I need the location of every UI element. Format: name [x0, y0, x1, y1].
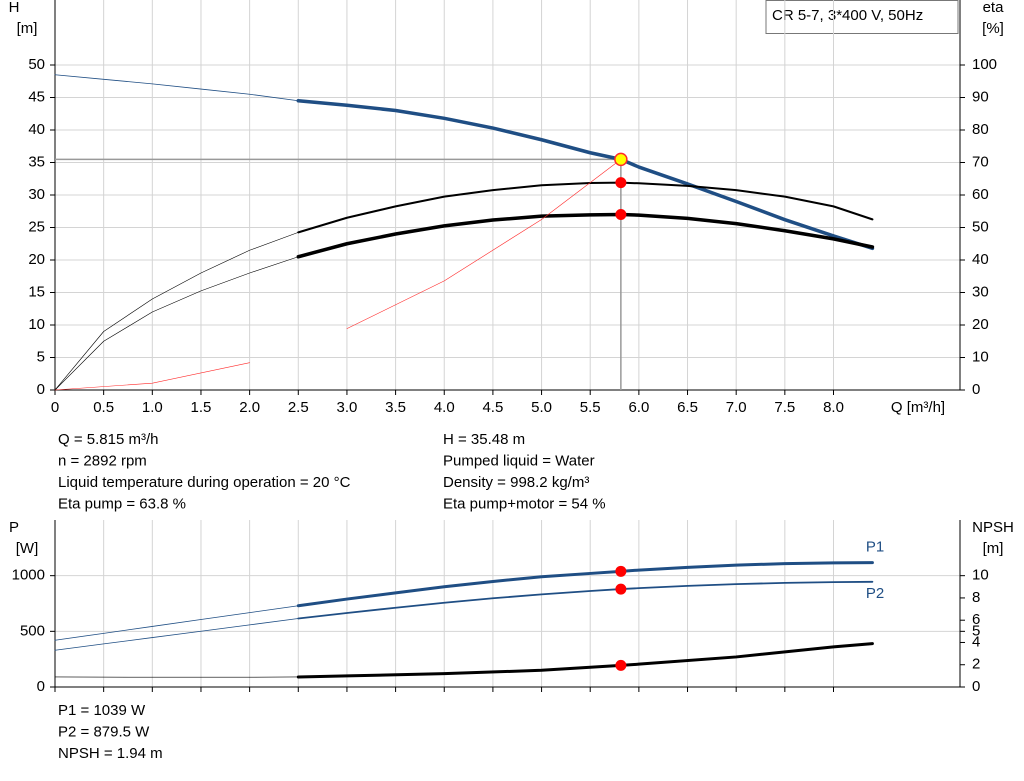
- y2-tick-label: 80: [972, 121, 989, 138]
- y2-tick-label: 4: [972, 633, 980, 650]
- x-tick-label: 2.5: [288, 399, 309, 416]
- curve-thin: [54, 618, 299, 651]
- x-tick-label: 0.5: [93, 399, 114, 416]
- y-tick-label: 10: [28, 316, 45, 333]
- info-text: Pumped liquid = Water: [443, 452, 595, 469]
- duty-point: [615, 583, 627, 595]
- chart-title: CR 5-7, 3*400 V, 50Hz: [772, 7, 923, 24]
- y-axis-unit: [m]: [17, 20, 38, 37]
- curve-thin: [54, 74, 299, 102]
- curve-thick: [296, 99, 875, 251]
- curve-label: P2: [866, 585, 884, 602]
- y2-tick-label: 20: [972, 316, 989, 333]
- x-tick-label: 5.5: [580, 399, 601, 416]
- info-text: P1 = 1039 W: [58, 702, 146, 719]
- y2-axis-unit: [m]: [983, 540, 1004, 557]
- info-text: P2 = 879.5 W: [58, 723, 150, 740]
- y2-tick-label: 0: [972, 678, 980, 695]
- y2-tick-label: 100: [972, 56, 997, 73]
- y-tick-label: 45: [28, 88, 45, 105]
- y-tick-label: 30: [28, 186, 45, 203]
- x-tick-label: 1.5: [191, 399, 212, 416]
- y-tick-label: 20: [28, 251, 45, 268]
- y2-axis-unit: [%]: [982, 20, 1004, 37]
- curve-thick: [297, 580, 874, 620]
- y-tick-label: 50: [28, 56, 45, 73]
- y-tick-label: 35: [28, 153, 45, 170]
- y-tick-label: 0: [37, 678, 45, 695]
- y2-tick-label: 50: [972, 218, 989, 235]
- curve-thick: [297, 181, 874, 234]
- y-tick-label: 1000: [12, 567, 45, 584]
- x-tick-label: 0: [51, 399, 59, 416]
- info-text: H = 35.48 m: [443, 431, 525, 448]
- y-axis-unit: [W]: [16, 540, 39, 557]
- x-tick-label: 8.0: [823, 399, 844, 416]
- operating-point: [614, 152, 628, 167]
- y2-tick-label: 70: [972, 153, 989, 170]
- y-axis-label: P: [9, 519, 19, 536]
- x-tick-label: 6.0: [628, 399, 649, 416]
- y-tick-label: 15: [28, 283, 45, 300]
- y2-tick-label: 2: [972, 656, 980, 673]
- x-tick-label: 5.0: [531, 399, 552, 416]
- y2-tick-label: 90: [972, 88, 989, 105]
- y2-tick-label: 6: [972, 611, 980, 628]
- curve-thin: [54, 232, 299, 391]
- x-tick-label: 1.0: [142, 399, 163, 416]
- curve-thin: [54, 256, 299, 391]
- duty-point: [615, 209, 627, 220]
- x-tick-label: 3.5: [385, 399, 406, 416]
- info-text: Density = 998.2 kg/m³: [443, 474, 589, 491]
- y-tick-label: 25: [28, 218, 45, 235]
- x-tick-label: 2.0: [239, 399, 260, 416]
- x-tick-label: 4.5: [482, 399, 503, 416]
- x-axis-label: Q [m³/h]: [891, 399, 945, 416]
- x-tick-label: 3.0: [337, 399, 358, 416]
- y2-tick-label: 60: [972, 186, 989, 203]
- y2-tick-label: 8: [972, 589, 980, 606]
- y-tick-label: 5: [37, 348, 45, 365]
- y-tick-label: 0: [37, 381, 45, 398]
- duty-point: [615, 659, 627, 671]
- curve-thin: [54, 362, 250, 391]
- info-text: n = 2892 rpm: [58, 452, 147, 469]
- curve-label: P1: [866, 539, 884, 556]
- y2-tick-label: 10: [972, 348, 989, 365]
- info-text: Q = 5.815 m³/h: [58, 431, 158, 448]
- y-tick-label: 500: [20, 622, 45, 639]
- curve-thick: [296, 561, 874, 608]
- y2-tick-label: 30: [972, 283, 989, 300]
- y2-tick-label: 40: [972, 251, 989, 268]
- y2-axis-label: NPSH: [972, 519, 1014, 536]
- duty-point: [615, 565, 627, 577]
- x-tick-label: 6.5: [677, 399, 698, 416]
- info-text: Eta pump = 63.8 %: [58, 495, 186, 512]
- y2-tick-label: 0: [972, 381, 980, 398]
- curve-thick: [346, 159, 622, 329]
- duty-point: [615, 177, 627, 189]
- y2-axis-label: eta: [983, 0, 1005, 16]
- y-tick-label: 40: [28, 121, 45, 138]
- info-text: Eta pump+motor = 54 %: [443, 495, 606, 512]
- curve-thick: [296, 212, 875, 259]
- y2-tick-label: 10: [972, 567, 989, 584]
- info-text: Liquid temperature during operation = 20…: [58, 474, 351, 491]
- title-box: [765, 0, 959, 34]
- x-tick-label: 4.0: [434, 399, 455, 416]
- x-tick-label: 7.0: [726, 399, 747, 416]
- x-tick-label: 7.5: [774, 399, 795, 416]
- info-text: NPSH = 1.94 m: [58, 745, 163, 762]
- y2-tick-label: 5: [972, 622, 980, 639]
- y-axis-label: H: [9, 0, 20, 16]
- curve-thin: [54, 605, 299, 641]
